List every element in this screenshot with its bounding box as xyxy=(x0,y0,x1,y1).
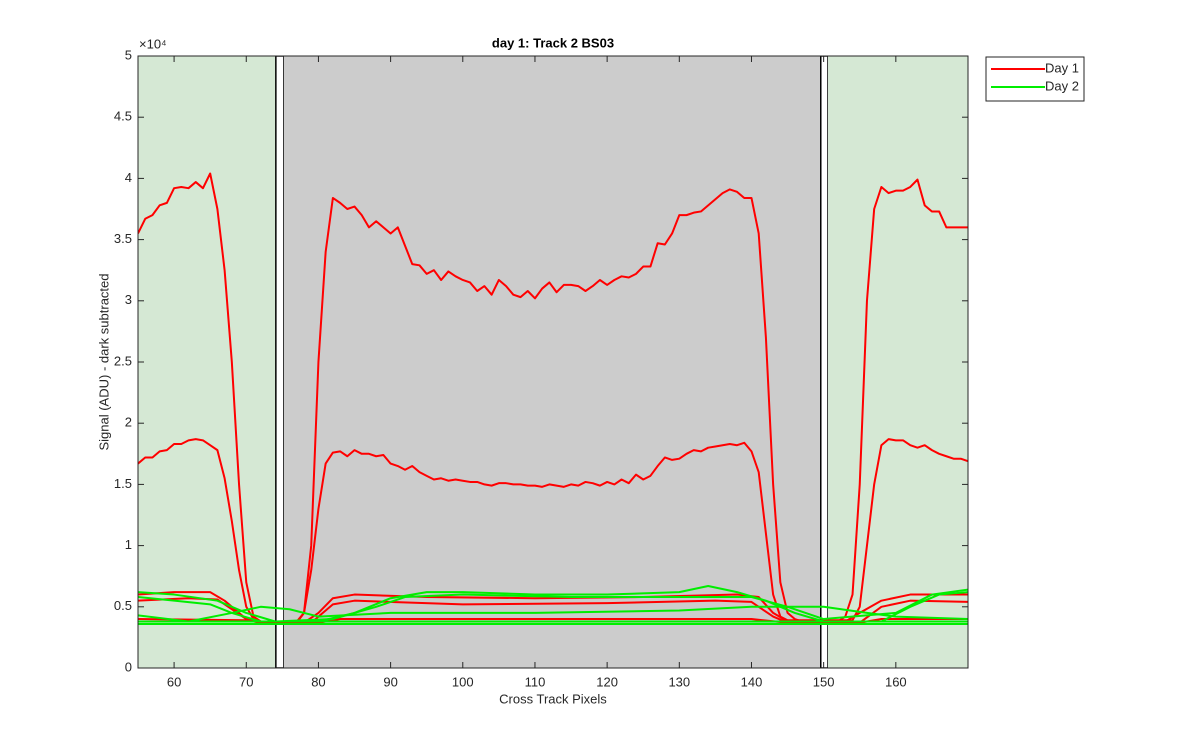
x-tick-label: 100 xyxy=(452,674,474,689)
legend-label: Day 2 xyxy=(1045,78,1079,93)
y-tick-label: 5 xyxy=(125,47,132,62)
legend-box xyxy=(985,56,1085,102)
x-tick-label: 130 xyxy=(668,674,690,689)
x-tick-label: 70 xyxy=(239,674,253,689)
data-line xyxy=(138,605,968,623)
region xyxy=(275,56,285,668)
x-tick-label: 90 xyxy=(383,674,397,689)
region xyxy=(820,56,829,668)
x-axis-label: Cross Track Pixels xyxy=(499,691,607,706)
x-tick-label: 120 xyxy=(596,674,618,689)
region xyxy=(827,56,968,668)
y-axis-label: Signal (ADU) - dark subtracted xyxy=(96,273,111,450)
chart-title: day 1: Track 2 BS03 xyxy=(492,35,614,50)
x-tick-label: 150 xyxy=(813,674,835,689)
y-tick-label: 0.5 xyxy=(114,598,132,613)
lines xyxy=(138,172,968,625)
y-tick-label: 4 xyxy=(125,170,132,185)
x-tick-label: 60 xyxy=(167,674,181,689)
legend-label: Day 1 xyxy=(1045,60,1079,75)
regions xyxy=(138,56,968,668)
y-multiplier: ×10⁴ xyxy=(139,36,167,51)
x-tick-label: 160 xyxy=(885,674,907,689)
y-tick-label: 1.5 xyxy=(114,476,132,491)
legend: Day 1 Day 2 xyxy=(985,56,1085,102)
y-tick-label: 2.5 xyxy=(114,353,132,368)
x-tick-label: 80 xyxy=(311,674,325,689)
data-line xyxy=(138,588,968,623)
region xyxy=(138,56,276,668)
axes: 60 70 80 90 100 110 120 130 140 150 160 0 0.5 1 1.5 2 2.… xyxy=(114,47,969,689)
region xyxy=(283,56,821,668)
y-tick-label: 0 xyxy=(125,659,132,674)
y-tick-label: 2 xyxy=(125,415,132,430)
x-tick-label: 140 xyxy=(741,674,763,689)
y-tick-label: 4.5 xyxy=(114,109,132,124)
x-tick-label: 110 xyxy=(525,674,546,689)
y-tick-label: 1 xyxy=(125,537,132,552)
y-tick-label: 3.5 xyxy=(114,231,132,246)
y-tick-label: 3 xyxy=(125,292,132,307)
